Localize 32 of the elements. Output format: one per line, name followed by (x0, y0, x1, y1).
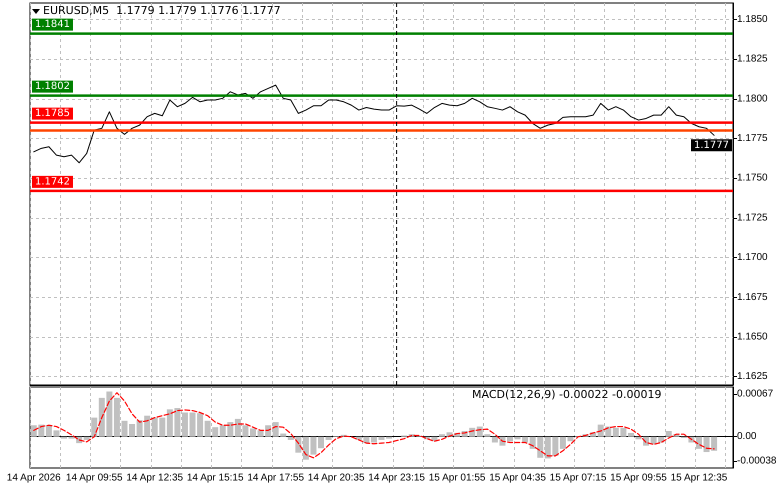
x-tick-label: 14 Apr 12:35 (126, 472, 184, 484)
x-tick-label: 15 Apr 12:35 (670, 472, 728, 484)
x-tick-label: 15 Apr 09:55 (610, 472, 668, 484)
x-tick-label: 14 Apr 15:15 (186, 472, 244, 484)
ref-line-label: 1.1785 (35, 108, 70, 120)
y-tick-label: 1.1775 (737, 132, 768, 144)
x-tick-label: 15 Apr 04:35 (489, 472, 546, 484)
x-tick-label: 14 Apr 2026 (6, 472, 62, 484)
x-tick-label: 15 Apr 01:55 (428, 472, 486, 484)
x-tick-label: 14 Apr 09:55 (66, 472, 124, 484)
y-tick-label: 1.1625 (737, 371, 768, 382)
ref-line-label: 1.1802 (35, 81, 70, 92)
annotation: 1.1777 (694, 140, 729, 151)
y-tick-label: 1.1750 (737, 172, 768, 184)
y-tick-label: 0.00067 (737, 388, 774, 400)
y-tick-label: 1.1825 (737, 54, 768, 65)
y-tick-label: 1.1850 (737, 14, 768, 25)
x-tick-label: 14 Apr 20:35 (308, 472, 365, 484)
x-tick-label: 14 Apr 17:55 (247, 472, 304, 484)
x-tick-label: 15 Apr 07:15 (550, 472, 607, 484)
x-tick-label: 14 Apr 23:15 (368, 472, 426, 484)
y-tick-label: 0.00 (737, 431, 757, 442)
ref-line-label: 1.1742 (35, 176, 70, 188)
chart-title: MACD(12,26,9) -0.00022 -0.00019 (472, 388, 662, 401)
y-tick-label: 1.1700 (737, 252, 768, 264)
chart-title: EURUSD,M5 1.1779 1.1779 1.1776 1.1777 (43, 4, 281, 17)
y-tick-label: 1.1650 (737, 332, 768, 343)
y-tick-label: 1.1800 (737, 93, 768, 104)
ref-line-label: 1.1841 (35, 19, 70, 30)
y-tick-label: 1.1675 (737, 292, 768, 303)
y-tick-label: 1.1725 (737, 212, 768, 224)
y-tick-label: -0.00038 (737, 455, 777, 466)
